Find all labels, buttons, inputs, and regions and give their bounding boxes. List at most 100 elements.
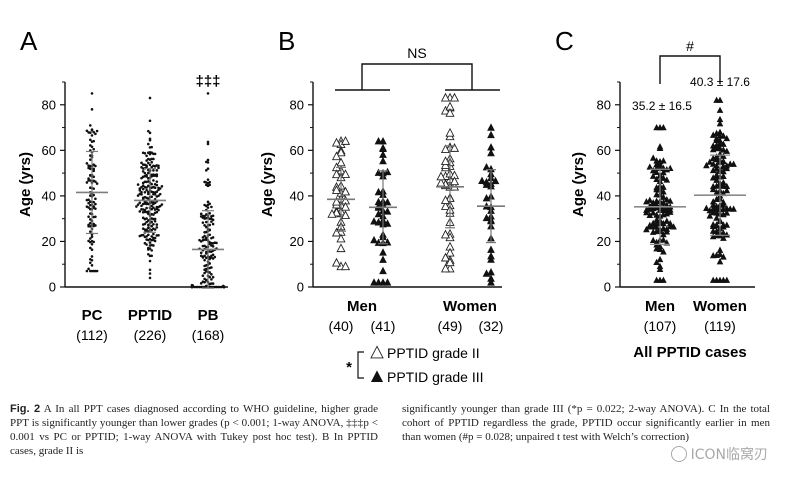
data-point [141,151,145,155]
data-point [720,234,727,241]
data-point [147,223,150,227]
data-point [440,263,451,273]
data-point [152,179,155,182]
data-point [145,206,148,210]
data-point [716,106,724,113]
data-point [709,131,717,138]
data-point [147,210,150,213]
data-point [89,221,92,225]
panel-letter-B: B [278,26,295,56]
data-point [374,197,383,206]
data-point [205,160,208,164]
y-tick-label: 80 [290,97,304,112]
data-point [199,251,203,255]
legend-star: * [346,359,352,376]
data-point [90,264,94,267]
data-point [706,207,714,214]
data-point [89,124,92,127]
caption-left-column: Fig. 2 A In all PPT cases diagnosed acco… [10,402,378,458]
data-point [147,161,150,165]
y-tick-label: 80 [42,97,56,112]
data-point [147,212,150,216]
data-point [136,183,140,186]
data-point [709,251,717,259]
data-point [203,264,206,268]
data-point [89,158,92,161]
data-point [199,254,203,258]
data-point [656,265,664,273]
data-point [340,201,351,211]
data-point [138,234,142,238]
data-point [487,143,495,151]
data-point [157,208,160,212]
data-point [157,166,160,170]
data-point [150,165,153,169]
data-point [720,178,727,186]
data-point [723,231,731,238]
data-point [155,190,159,194]
data-point [201,256,205,259]
data-point [148,272,152,275]
data-point [440,195,451,204]
data-point [150,254,153,258]
data-point [478,176,486,184]
data-point [213,255,217,259]
data-point [155,210,159,214]
data-point [94,180,97,183]
data-point [153,239,157,243]
data-point [87,131,90,134]
data-point [152,222,155,226]
data-point [383,219,392,227]
hash-label: # [686,38,694,54]
data-point [158,204,162,208]
data-point [203,268,206,272]
data-point [716,258,724,265]
data-point [487,148,495,157]
data-point [449,92,460,102]
data-point [206,200,210,204]
data-point [147,248,150,251]
data-point [201,274,205,278]
group-count: (49) [438,318,463,334]
data-point [379,266,387,275]
data-point [155,223,159,226]
data-point [85,269,89,273]
data-point [206,178,210,181]
y-tick-label: 60 [290,143,304,158]
data-point [720,152,727,159]
data-point [653,258,660,266]
data-point [141,210,145,214]
data-point [383,197,392,206]
data-point [713,129,720,137]
y-tick-label: 0 [297,280,304,295]
data-point [327,208,337,218]
data-point [90,242,94,246]
data-point [445,247,455,257]
data-point [208,271,211,274]
data-point [720,132,727,139]
data-point [663,176,671,183]
data-point [723,134,731,142]
data-point [203,258,206,262]
data-point [709,205,717,212]
panel-A: A 0 20 40 60 80 Age (yrs) PC (112) PPTID (226) PB (1… [17,26,228,343]
data-point [203,224,206,227]
data-point [150,207,153,211]
data-point [140,176,143,180]
data-point [205,270,208,273]
data-point [141,170,145,173]
data-point [153,228,157,231]
data-point [383,278,392,286]
data-point [340,169,351,178]
data-point [155,226,159,229]
data-point [643,225,650,233]
data-point [140,208,143,211]
data-point [148,138,152,142]
data-point [145,238,148,241]
data-point [703,204,710,211]
data-point [713,188,720,196]
data-point [95,182,99,185]
data-point [709,208,717,216]
y-tick-label: 20 [42,234,56,249]
data-point [203,180,206,184]
